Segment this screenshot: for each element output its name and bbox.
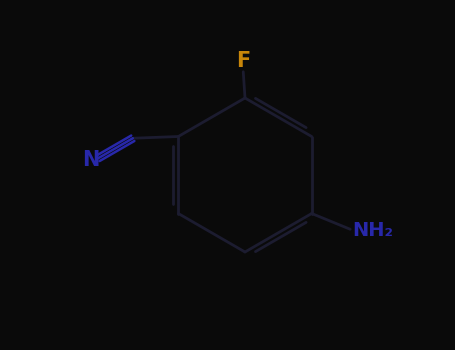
Text: F: F: [236, 51, 250, 71]
Text: N: N: [82, 150, 100, 170]
Text: NH₂: NH₂: [352, 222, 393, 240]
